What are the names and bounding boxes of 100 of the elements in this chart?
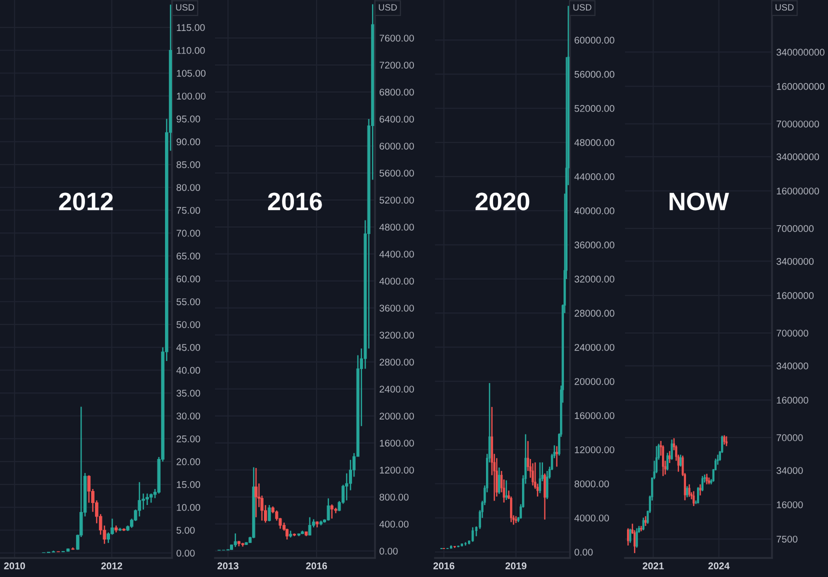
- y-tick-label: 6000.00: [380, 142, 414, 150]
- y-tick-label: 20000.00: [574, 378, 614, 385]
- y-tick-label: 20.00: [176, 458, 200, 466]
- y-axis-title: USD: [776, 4, 794, 11]
- y-tick-label: 15.00: [176, 481, 200, 488]
- y-tick-label: 7000000: [776, 225, 814, 232]
- y-tick-label: 340000000: [776, 48, 824, 56]
- candlestick: [697, 486, 700, 504]
- x-tick-label: 2012: [101, 562, 122, 570]
- y-tick-label: 0.00: [574, 548, 593, 556]
- candlestick: [234, 532, 237, 548]
- y-tick-label: 56000.00: [574, 70, 614, 78]
- y-tick-label: 40000.00: [574, 207, 614, 214]
- y-tick-label: 115.00: [176, 24, 205, 32]
- y-tick-label: 7500: [776, 536, 798, 543]
- y-tick-label: 3400000: [776, 258, 814, 265]
- candlestick: [556, 446, 558, 468]
- candlestick: [308, 516, 312, 536]
- x-tick-label: 2021: [642, 562, 664, 570]
- y-tick-label: 16000.00: [574, 412, 614, 420]
- candlestick: [701, 475, 704, 492]
- candlestick: [699, 484, 702, 496]
- candlestick: [662, 444, 664, 477]
- y-tick-label: 28000.00: [574, 310, 614, 317]
- y-tick-label: 65.00: [176, 252, 200, 260]
- candlestick: [326, 498, 330, 522]
- y-tick-label: 32000.00: [574, 276, 614, 283]
- candlestick: [505, 480, 508, 501]
- x-tick-label: 2024: [708, 562, 730, 570]
- y-tick-label: 95.00: [176, 116, 200, 122]
- candlestick: [692, 490, 695, 507]
- y-tick-label: 52000.00: [574, 105, 614, 112]
- y-tick-label: 1600.00: [380, 440, 414, 447]
- y-tick-label: 70000000: [776, 120, 820, 128]
- y-tick-label: 5600.00: [380, 170, 414, 177]
- y-tick-label: 110.00: [176, 47, 205, 54]
- y-tick-label: 35.00: [176, 390, 200, 397]
- y-tick-label: 4000.00: [379, 278, 414, 285]
- candlestick: [146, 492, 149, 506]
- y-tick-label: 1600000: [776, 292, 814, 300]
- y-tick-label: 80.00: [176, 184, 200, 191]
- y-tick-label: 4800.00: [379, 224, 414, 231]
- x-tick-label: 2013: [218, 562, 238, 570]
- candlestick: [688, 484, 690, 498]
- candlestick: [725, 436, 728, 447]
- y-tick-label: 700000: [776, 330, 808, 337]
- y-tick-label: 25.00: [176, 435, 200, 442]
- candlestick: [723, 434, 726, 446]
- y-axis-title: USD: [176, 4, 194, 11]
- x-tick-label: 2019: [505, 562, 526, 570]
- candlestick: [706, 473, 708, 485]
- y-tick-label: 30.00: [176, 412, 200, 420]
- y-tick-label: 8000.00: [574, 480, 609, 488]
- y-tick-label: 400.00: [379, 520, 409, 528]
- y-tick-label: 0.00: [380, 548, 398, 555]
- candlestick: [644, 516, 647, 527]
- y-tick-label: 0.00: [176, 550, 195, 557]
- y-tick-label: 36000.00: [574, 242, 614, 248]
- candlestick: [149, 492, 153, 504]
- candlestick: [532, 462, 534, 486]
- y-tick-label: 3600.00: [380, 304, 414, 312]
- y-tick-label: 160000: [776, 396, 808, 404]
- annotation: 2020: [476, 192, 530, 210]
- y-tick-label: 44000.00: [574, 173, 614, 180]
- y-tick-label: 16000: [776, 501, 803, 508]
- y-tick-label: 34000: [776, 467, 803, 474]
- y-axis-title: USD: [378, 4, 397, 11]
- y-tick-label: 800.00: [380, 494, 409, 501]
- y-tick-label: 2800.00: [380, 358, 414, 366]
- candlestick: [544, 472, 546, 520]
- x-tick-label: 2016: [306, 562, 328, 570]
- candlestick: [498, 466, 500, 495]
- y-tick-label: 160000000: [776, 83, 824, 90]
- y-tick-label: 105.00: [176, 70, 206, 77]
- annotation: NOW: [670, 192, 730, 210]
- y-tick-label: 1200.00: [380, 466, 414, 474]
- y-tick-label: 34000000: [776, 153, 820, 160]
- y-tick-label: 340000: [776, 362, 808, 370]
- candlestick: [680, 454, 682, 468]
- candlestick: [546, 470, 548, 500]
- y-tick-label: 90.00: [176, 138, 200, 146]
- y-tick-label: 85.00: [176, 161, 200, 168]
- y-axis-title: USD: [573, 4, 592, 11]
- candlestick: [472, 526, 474, 542]
- candlestick: [254, 467, 258, 518]
- x-tick-label: 2016: [433, 562, 454, 570]
- y-tick-label: 2400.00: [380, 386, 414, 393]
- y-tick-label: 16000000: [776, 188, 820, 194]
- candlestick: [670, 438, 673, 460]
- candlestick: [496, 458, 498, 498]
- y-tick-label: 12000.00: [574, 446, 614, 454]
- y-tick-label: 6800.00: [380, 88, 414, 96]
- y-tick-label: 40.00: [176, 366, 200, 374]
- y-tick-label: 5.00: [176, 526, 195, 534]
- y-tick-label: 3200.00: [380, 332, 414, 339]
- y-tick-label: 50.00: [176, 321, 200, 328]
- y-tick-label: 75.00: [176, 206, 200, 214]
- y-tick-label: 55.00: [176, 298, 200, 306]
- candlestick: [666, 452, 668, 471]
- y-tick-label: 48000.00: [574, 139, 614, 146]
